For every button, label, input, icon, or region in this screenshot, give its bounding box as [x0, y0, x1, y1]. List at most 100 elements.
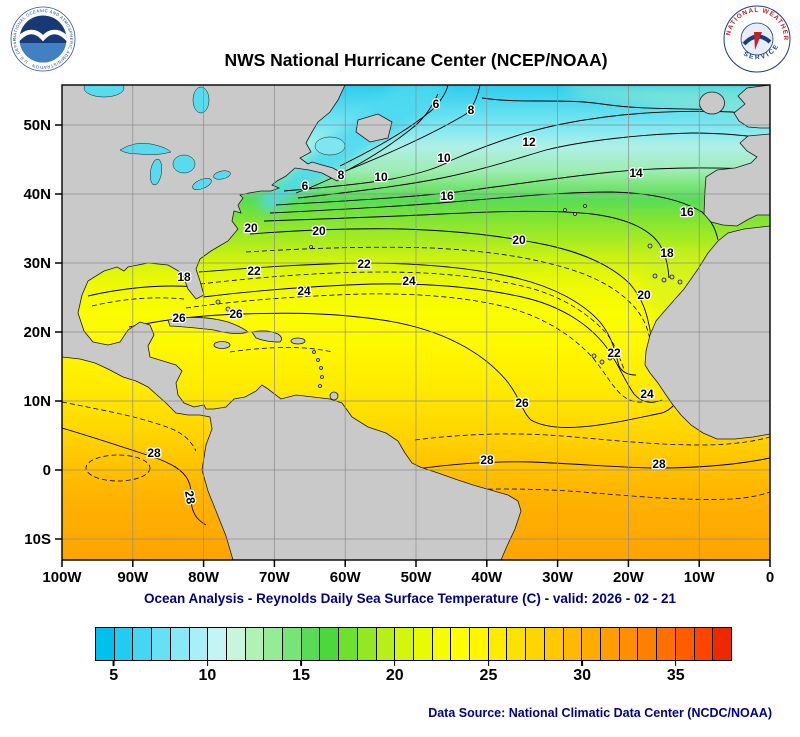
lake-ontario [213, 170, 231, 180]
contour-label: 8 [468, 103, 475, 117]
colorbar-cell [619, 628, 639, 660]
contour-label: 28 [147, 446, 161, 460]
colorbar-cell [507, 628, 527, 660]
contour-label: 20 [512, 233, 526, 247]
colorbar-cell [96, 628, 115, 660]
colorbar-tick: 10 [198, 661, 217, 685]
colorbar-cell [226, 628, 246, 660]
contour-label: 6 [433, 97, 440, 111]
colorbar-tick-label: 20 [385, 667, 404, 684]
contour-label: 20 [244, 221, 258, 235]
colorbar-cell [376, 628, 396, 660]
lon-tick-label: 0 [766, 569, 774, 586]
colorbar-cell [600, 628, 620, 660]
colorbar-tick-labels: 5 10 15 20 25 30 35 [95, 661, 732, 691]
noaa-seagull-icon [19, 29, 67, 45]
contour-label: 16 [680, 205, 694, 219]
colorbar-cell [451, 628, 471, 660]
landmass-americas [62, 85, 522, 560]
landmass-newfoundland [355, 113, 393, 143]
landmass-trinidad [329, 391, 339, 401]
lake-michigan [150, 158, 162, 186]
lon-tick-label: 70W [259, 569, 291, 586]
noaa-logo: NATIONAL OCEANIC AND ATMOSPHERIC ADMINIS… [10, 6, 76, 72]
contour-label: 26 [229, 307, 243, 321]
lakes [83, 85, 346, 190]
colorbar-tick-label: 15 [292, 667, 310, 684]
landmass-ireland [699, 91, 725, 115]
lon-tick-label: 20W [613, 569, 645, 586]
map-axes: 100W 90W 80W 70W 60W 50W 40W 30W 20W 10W 0 50N 40N 30… [23, 117, 774, 586]
colorbar-cell [339, 628, 358, 660]
colorbar-tick: 30 [573, 661, 591, 685]
contour-label: 22 [247, 264, 261, 278]
contour-label: 22 [607, 346, 621, 360]
nws-bolt-icon [754, 32, 762, 50]
colorbar-cell [488, 628, 508, 660]
colorbar-cell [713, 628, 731, 660]
contour-label: 6 [302, 179, 309, 193]
lat-tick-label: 20N [23, 324, 51, 341]
james-bay [192, 86, 210, 114]
data-source-text: Data Source: National Climatic Data Cent… [428, 706, 772, 720]
contour-label: 12 [522, 135, 536, 149]
map-subtitle: Ocean Analysis - Reynolds Daily Sea Surf… [144, 591, 676, 606]
latlon-grid [62, 85, 770, 560]
colorbar-tick: 35 [667, 661, 685, 685]
lon-tick-label: 10W [684, 569, 716, 586]
colorbar-cell [283, 628, 302, 660]
colorbar-tick: 15 [292, 661, 310, 685]
gulf-of-st-lawrence [314, 136, 346, 156]
colorbar-tick: 5 [109, 661, 118, 685]
colorbar-tick-label: 30 [573, 667, 592, 684]
colorbar-cell [301, 628, 321, 660]
contour-labels: 6 8 12 10 8 6 10 14 16 16 18 20 20 20 18 22 22 24 24 26 26 20… [146, 96, 695, 507]
colorbar-cell [320, 628, 340, 660]
colorbar-tick-label: 5 [109, 667, 119, 684]
colorbar-cell [357, 628, 377, 660]
colorbar-cell [114, 628, 134, 660]
landmass-jamaica [213, 341, 231, 349]
nws-logo: NATIONAL WEATHER SERVICE [723, 5, 791, 73]
colorbar-cell [526, 628, 545, 660]
contour-label: 28 [480, 453, 494, 467]
colorbar-cell [245, 628, 265, 660]
lon-tick-label: 50W [401, 569, 433, 586]
lake-huron [172, 154, 196, 174]
colorbar-cell [582, 628, 601, 660]
lat-tick-label: 30N [23, 255, 51, 272]
hudson-bay [83, 85, 125, 98]
colorbar-cell [544, 628, 564, 660]
colorbar-cell [470, 628, 489, 660]
lat-tick-label: 40N [23, 186, 51, 203]
contour-label: 20 [637, 288, 651, 302]
contour-label: 28 [182, 490, 198, 506]
colorbar-cell [432, 628, 452, 660]
colorbar-cell [638, 628, 658, 660]
contour-label: 20 [312, 224, 326, 238]
colorbar-cell [563, 628, 583, 660]
colorbar-cell [152, 628, 171, 660]
contour-label: 26 [172, 311, 186, 325]
lon-tick-label: 60W [330, 569, 362, 586]
landmasses [62, 85, 770, 560]
colorbar-cell [694, 628, 714, 660]
lat-tick-label: 10S [24, 531, 51, 548]
lon-tick-label: 30W [542, 569, 574, 586]
landmass-puerto-rico [290, 337, 306, 345]
lat-tick-label: 0 [43, 462, 51, 479]
lon-tick-label: 90W [117, 569, 149, 586]
lat-tick-label: 50N [23, 117, 51, 134]
colorbar-cell [264, 628, 284, 660]
colorbar-cell [208, 628, 227, 660]
colorbar-tick-label: 10 [198, 667, 217, 684]
colorbar-cell [657, 628, 676, 660]
isotherm-contours [62, 85, 770, 526]
landmass-britain [733, 85, 770, 129]
landmass-france-iberia [703, 133, 770, 227]
page-title: NWS National Hurricane Center (NCEP/NOAA… [224, 50, 608, 70]
contour-label: 16 [440, 189, 454, 203]
colorbar-cell [189, 628, 209, 660]
landmass-small-islands [215, 204, 683, 388]
